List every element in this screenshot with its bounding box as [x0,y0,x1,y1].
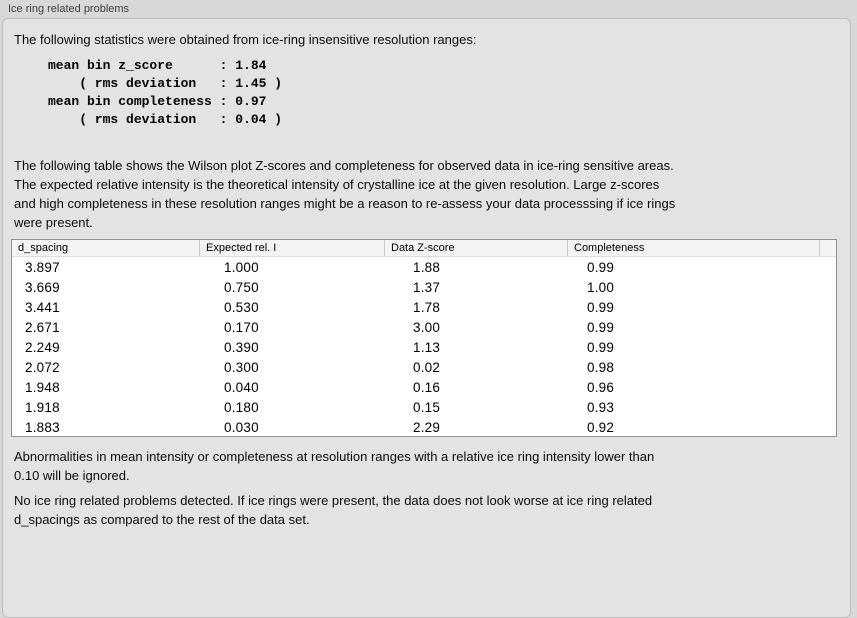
table-cell: 2.29 [413,419,441,435]
table-cell: 0.02 [413,359,441,375]
table-row[interactable]: 3.897 1.000 1.88 0.99 [12,257,836,277]
table-row[interactable]: 3.441 0.530 1.78 0.99 [12,297,836,317]
text-line: were present. [14,215,93,230]
table-cell: 1.948 [25,379,60,395]
table-cell: 0.99 [587,259,615,275]
table-cell: 0.96 [587,379,615,395]
table-cell: 1.13 [413,339,441,355]
stat-line-completeness-rms: ( rms deviation : 0.04 ) [48,112,283,127]
conclusion-text: No ice ring related problems detected. I… [14,491,652,529]
table-cell: 0.16 [413,379,441,395]
table-cell: 1.88 [413,259,441,275]
column-header-filler [820,240,836,256]
text-line: and high completeness in these resolutio… [14,196,676,211]
column-header-d-spacing[interactable]: d_spacing [12,240,200,256]
table-cell: 2.072 [25,359,60,375]
text-line: d_spacings as compared to the rest of th… [14,512,310,527]
table-cell: 0.92 [587,419,615,435]
column-header-completeness[interactable]: Completeness [568,240,820,256]
table-header-row: d_spacing Expected rel. I Data Z-score Comp… [12,240,836,257]
ice-ring-table[interactable]: d_spacing Expected rel. I Data Z-score Comp… [11,239,837,437]
table-row[interactable]: 2.072 0.300 0.02 0.98 [12,357,836,377]
table-cell: 0.750 [224,279,259,295]
table-cell: 0.300 [224,359,259,375]
stat-line-z-score-rms: ( rms deviation : 1.45 ) [48,76,283,91]
table-row[interactable]: 1.883 0.030 2.29 0.92 [12,417,836,436]
table-cell: 1.000 [224,259,259,275]
text-line: Abnormalities in mean intensity or compl… [14,449,655,464]
text-line: No ice ring related problems detected. I… [14,493,653,508]
ignore-note-text: Abnormalities in mean intensity or compl… [14,447,654,485]
text-line: The following table shows the Wilson plo… [14,158,674,173]
table-cell: 0.98 [587,359,615,375]
table-row[interactable]: 3.669 0.750 1.37 1.00 [12,277,836,297]
table-cell: 0.030 [224,419,259,435]
panel-title: Ice ring related problems [8,3,130,15]
table-row[interactable]: 2.249 0.390 1.13 0.99 [12,337,836,357]
stat-line-z-score: mean bin z_score : 1.84 [48,58,267,73]
table-cell: 3.00 [413,319,441,335]
table-cell: 1.37 [413,279,441,295]
table-body: 3.897 1.000 1.88 0.99 3.669 0.750 1.37 1.00 3.44… [12,257,836,436]
table-cell: 3.441 [25,299,60,315]
table-cell: 1.918 [25,399,60,415]
table-cell: 0.93 [587,399,615,415]
table-cell: 0.170 [224,319,259,335]
table-cell: 1.78 [413,299,441,315]
stats-block: mean bin z_score : 1.84 ( rms deviation … [48,57,282,129]
text-line: 0.10 will be ignored. [14,468,130,483]
intro-text: The following statistics were obtained f… [14,32,477,47]
table-cell: 0.99 [587,339,615,355]
table-cell: 0.390 [224,339,259,355]
table-cell: 3.897 [25,259,60,275]
text-line: The expected relative intensity is the t… [14,177,660,192]
table-cell: 0.040 [224,379,259,395]
table-cell: 0.99 [587,299,615,315]
table-cell: 0.15 [413,399,441,415]
table-row[interactable]: 1.918 0.180 0.15 0.93 [12,397,836,417]
table-cell: 2.671 [25,319,60,335]
table-cell: 3.669 [25,279,60,295]
description-text: The following table shows the Wilson plo… [14,156,675,232]
stat-line-completeness: mean bin completeness : 0.97 [48,94,267,109]
table-cell: 1.883 [25,419,60,435]
column-header-data-z-score[interactable]: Data Z-score [385,240,568,256]
table-cell: 1.00 [587,279,615,295]
table-row[interactable]: 2.671 0.170 3.00 0.99 [12,317,836,337]
column-header-expected-rel-i[interactable]: Expected rel. I [200,240,385,256]
table-cell: 0.180 [224,399,259,415]
table-row[interactable]: 1.948 0.040 0.16 0.96 [12,377,836,397]
table-cell: 2.249 [25,339,60,355]
table-cell: 0.530 [224,299,259,315]
table-cell: 0.99 [587,319,615,335]
